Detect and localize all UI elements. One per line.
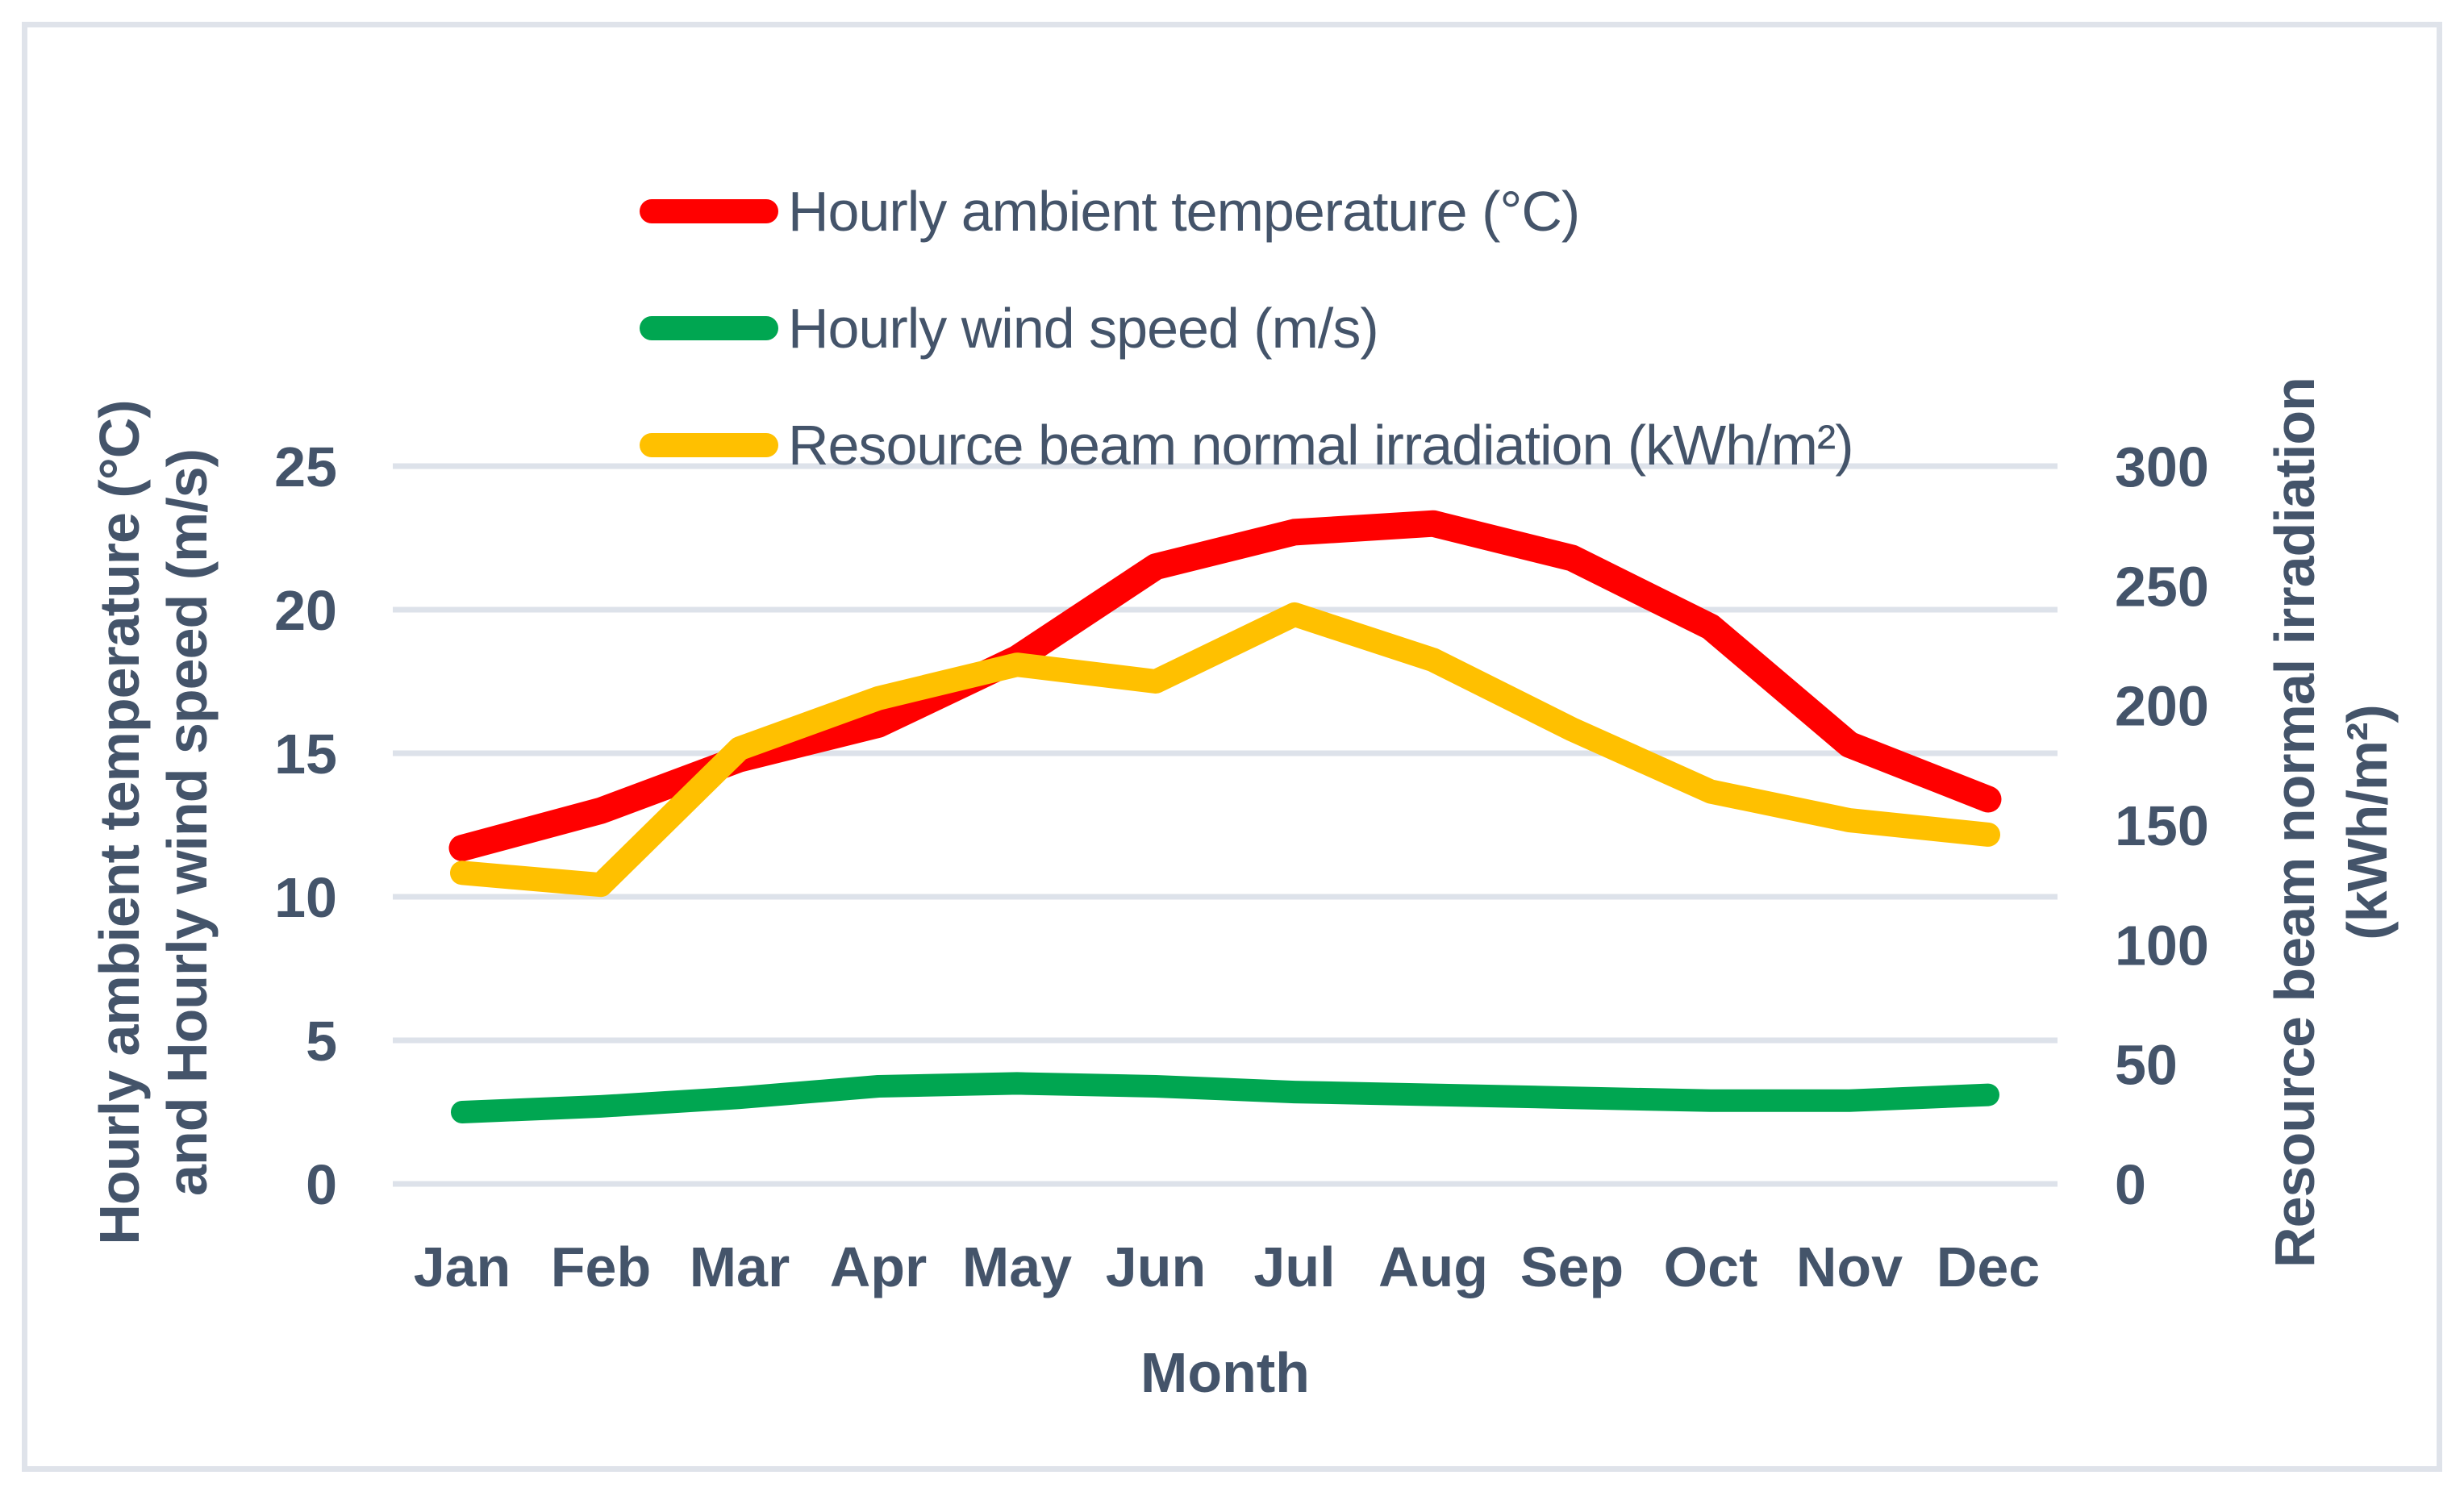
- x-axis-tick-apr: Apr: [830, 1236, 928, 1298]
- legend-swatch-irradiation: [640, 433, 778, 457]
- right-axis-tick-250: 250: [2115, 555, 2209, 618]
- x-axis-tick-aug: Aug: [1378, 1236, 1488, 1298]
- legend-label-temperature: Hourly ambient temperature (°C): [788, 180, 1580, 243]
- x-axis-tick-feb: Feb: [551, 1236, 651, 1298]
- right-axis-title-line2: (kWh/m²): [2336, 705, 2399, 940]
- legend-item-temperature: Hourly ambient temperature (°C): [640, 177, 1580, 245]
- right-axis-title-line1: Resource beam normal irradiation: [2263, 377, 2326, 1268]
- left-axis-tick-5: 5: [306, 1010, 337, 1073]
- x-axis-tick-dec: Dec: [1937, 1236, 2040, 1298]
- right-axis-tick-0: 0: [2115, 1153, 2146, 1216]
- x-axis-tick-jun: Jun: [1106, 1236, 1206, 1298]
- right-axis-tick-50: 50: [2115, 1034, 2178, 1097]
- series-line-wind-speed: [451, 1072, 1999, 1123]
- legend-label-wind-speed: Hourly wind speed (m/s): [788, 297, 1379, 360]
- right-axis-tick-200: 200: [2115, 675, 2209, 738]
- x-axis-tick-may: May: [962, 1236, 1072, 1298]
- left-axis-tick-20: 20: [274, 579, 337, 642]
- right-axis-tick-100: 100: [2115, 914, 2209, 977]
- x-axis-tick-jan: Jan: [414, 1236, 511, 1298]
- left-axis-tick-10: 10: [274, 866, 337, 929]
- x-axis-title: Month: [1140, 1341, 1310, 1404]
- left-axis-tick-0: 0: [306, 1153, 337, 1216]
- left-axis-tick-15: 15: [274, 723, 337, 786]
- right-axis-tick-300: 300: [2115, 435, 2209, 498]
- figure-border: [22, 22, 2442, 1472]
- left-axis-tick-25: 25: [274, 435, 337, 498]
- right-axis-tick-150: 150: [2115, 794, 2209, 857]
- x-axis-tick-sep: Sep: [1520, 1236, 1624, 1298]
- legend-item-wind-speed: Hourly wind speed (m/s): [640, 294, 1379, 362]
- x-axis-tick-mar: Mar: [690, 1236, 790, 1298]
- x-axis-tick-nov: Nov: [1796, 1236, 1903, 1298]
- left-axis-title-line1: Hourly ambient temperature (°C): [88, 400, 151, 1245]
- x-axis-tick-jul: Jul: [1253, 1236, 1335, 1298]
- x-axis-tick-oct: Oct: [1664, 1236, 1758, 1298]
- legend-label-irradiation: Resource beam normal irradiation (kWh/m²…: [788, 414, 1854, 477]
- legend-swatch-temperature: [640, 199, 778, 223]
- left-axis-title-line2: and Hourly wind speed (m/s): [156, 449, 219, 1196]
- legend-swatch-wind-speed: [640, 316, 778, 340]
- legend-item-irradiation: Resource beam normal irradiation (kWh/m²…: [640, 411, 1854, 479]
- series-line-irradiation: [450, 602, 2000, 898]
